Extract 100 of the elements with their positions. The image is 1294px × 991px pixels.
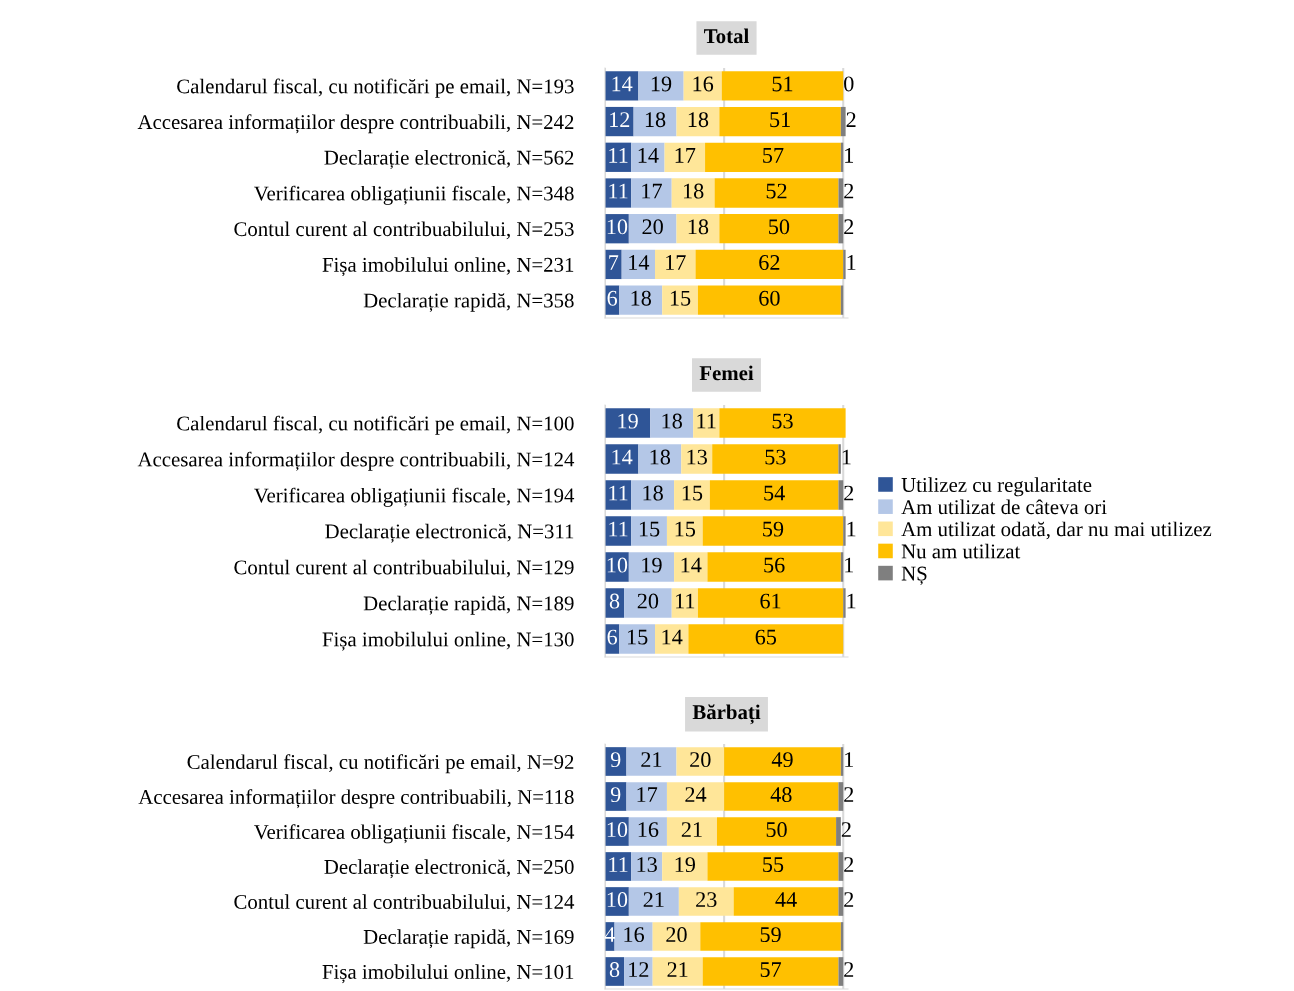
bar [666, 817, 717, 846]
y-tick-label: Verificarea obligațiunii fiscale, N=194 [254, 487, 575, 507]
bar [712, 444, 839, 474]
data-label: 2 [841, 822, 851, 837]
chart-title: Femei [699, 365, 754, 381]
data-label: 57 [763, 148, 784, 163]
bar [702, 516, 844, 546]
bar [638, 71, 684, 101]
y-tick-label: Declarație electronică, N=562 [324, 150, 574, 169]
bar [662, 285, 698, 315]
bar [724, 782, 839, 811]
bar [674, 552, 708, 582]
bar [838, 782, 844, 811]
data-label: 50 [769, 219, 790, 235]
bar [843, 516, 846, 546]
data-label: 1 [847, 255, 856, 270]
data-label: 20 [690, 752, 711, 768]
data-label: 14 [612, 449, 633, 465]
data-label: 60 [759, 290, 780, 306]
bar [666, 782, 725, 811]
bar [678, 887, 734, 916]
bar [614, 922, 653, 951]
legend-label: Nu am utilizat [901, 543, 1021, 559]
bar [662, 852, 708, 881]
y-tick-label: Accesarea informațiilor despre contribuabili, N=124 [137, 451, 575, 471]
data-label: 13 [637, 857, 657, 873]
bar [676, 214, 720, 244]
data-label: 15 [639, 521, 660, 537]
bar [719, 214, 839, 244]
data-label: 11 [609, 485, 628, 501]
data-label: 11 [676, 593, 695, 609]
bar [705, 142, 841, 172]
bar [655, 249, 696, 280]
data-label: 2 [844, 892, 854, 907]
data-label: 18 [631, 290, 651, 306]
data-label: 53 [765, 449, 786, 465]
bar [652, 957, 703, 986]
bar [838, 444, 841, 474]
bar [838, 214, 844, 244]
bar [666, 516, 703, 546]
bar [838, 852, 844, 881]
data-label: 0 [844, 76, 854, 92]
bar [688, 624, 844, 654]
data-label: 59 [760, 927, 781, 943]
legend-label: Utilizez cu regularitate [901, 477, 1092, 497]
data-label: 15 [670, 290, 691, 306]
data-label: 18 [643, 485, 663, 501]
data-label: 1 [847, 593, 856, 609]
data-label: 9 [610, 787, 621, 803]
data-label: 7 [609, 255, 619, 270]
data-label: 11 [609, 857, 628, 872]
bar [619, 285, 663, 315]
data-label: 18 [650, 449, 671, 465]
bar [605, 516, 632, 546]
y-tick-label: Fișa imobilului online, N=130 [322, 631, 574, 651]
bar [676, 106, 720, 137]
y-tick-label: Calendarul fiscal, cu notificări pe email, N=92 [187, 754, 574, 774]
bar [628, 887, 679, 916]
bar [650, 408, 694, 438]
data-label: 56 [764, 557, 785, 573]
chart-title: Total [704, 28, 749, 44]
bar [702, 957, 839, 986]
data-label: 49 [771, 752, 793, 768]
data-label: 15 [682, 485, 703, 501]
data-label: 16 [693, 76, 714, 92]
y-tick-label: Accesarea informațiilor despre contribuabili, N=242 [137, 114, 574, 134]
data-label: 21 [667, 962, 688, 977]
data-label: 17 [637, 787, 658, 802]
data-label: 8 [609, 593, 620, 609]
data-label: 53 [772, 413, 793, 429]
data-label: 16 [624, 927, 645, 943]
data-label: 6 [607, 290, 618, 306]
data-label: 10 [607, 219, 628, 235]
bar [626, 747, 677, 776]
bar [721, 71, 844, 101]
data-label: 2 [844, 787, 854, 802]
bar [628, 214, 677, 244]
y-tick-label: Calendarul fiscal, cu notificări pe email, N=193 [177, 78, 574, 98]
bar [605, 444, 639, 474]
data-label: 18 [662, 413, 682, 429]
bar [652, 922, 701, 951]
bar [624, 957, 653, 986]
y-tick-label: Declarație rapidă, N=169 [363, 929, 574, 949]
data-label: 10 [607, 557, 628, 573]
data-label: 11 [609, 147, 628, 163]
bar [695, 249, 844, 280]
data-label: 14 [612, 76, 633, 92]
data-label: 48 [770, 787, 792, 803]
data-label: 18 [688, 112, 709, 128]
data-label: 2 [846, 112, 856, 127]
bar [626, 782, 667, 811]
y-tick-label: Declarație electronică, N=311 [325, 523, 574, 543]
data-label: 19 [642, 557, 662, 573]
bar [664, 142, 706, 172]
bar [840, 106, 846, 137]
bar [836, 817, 841, 846]
data-label: 18 [683, 183, 704, 199]
data-label: 14 [681, 557, 702, 573]
data-label: 50 [766, 822, 787, 838]
data-label: 14 [662, 629, 683, 645]
